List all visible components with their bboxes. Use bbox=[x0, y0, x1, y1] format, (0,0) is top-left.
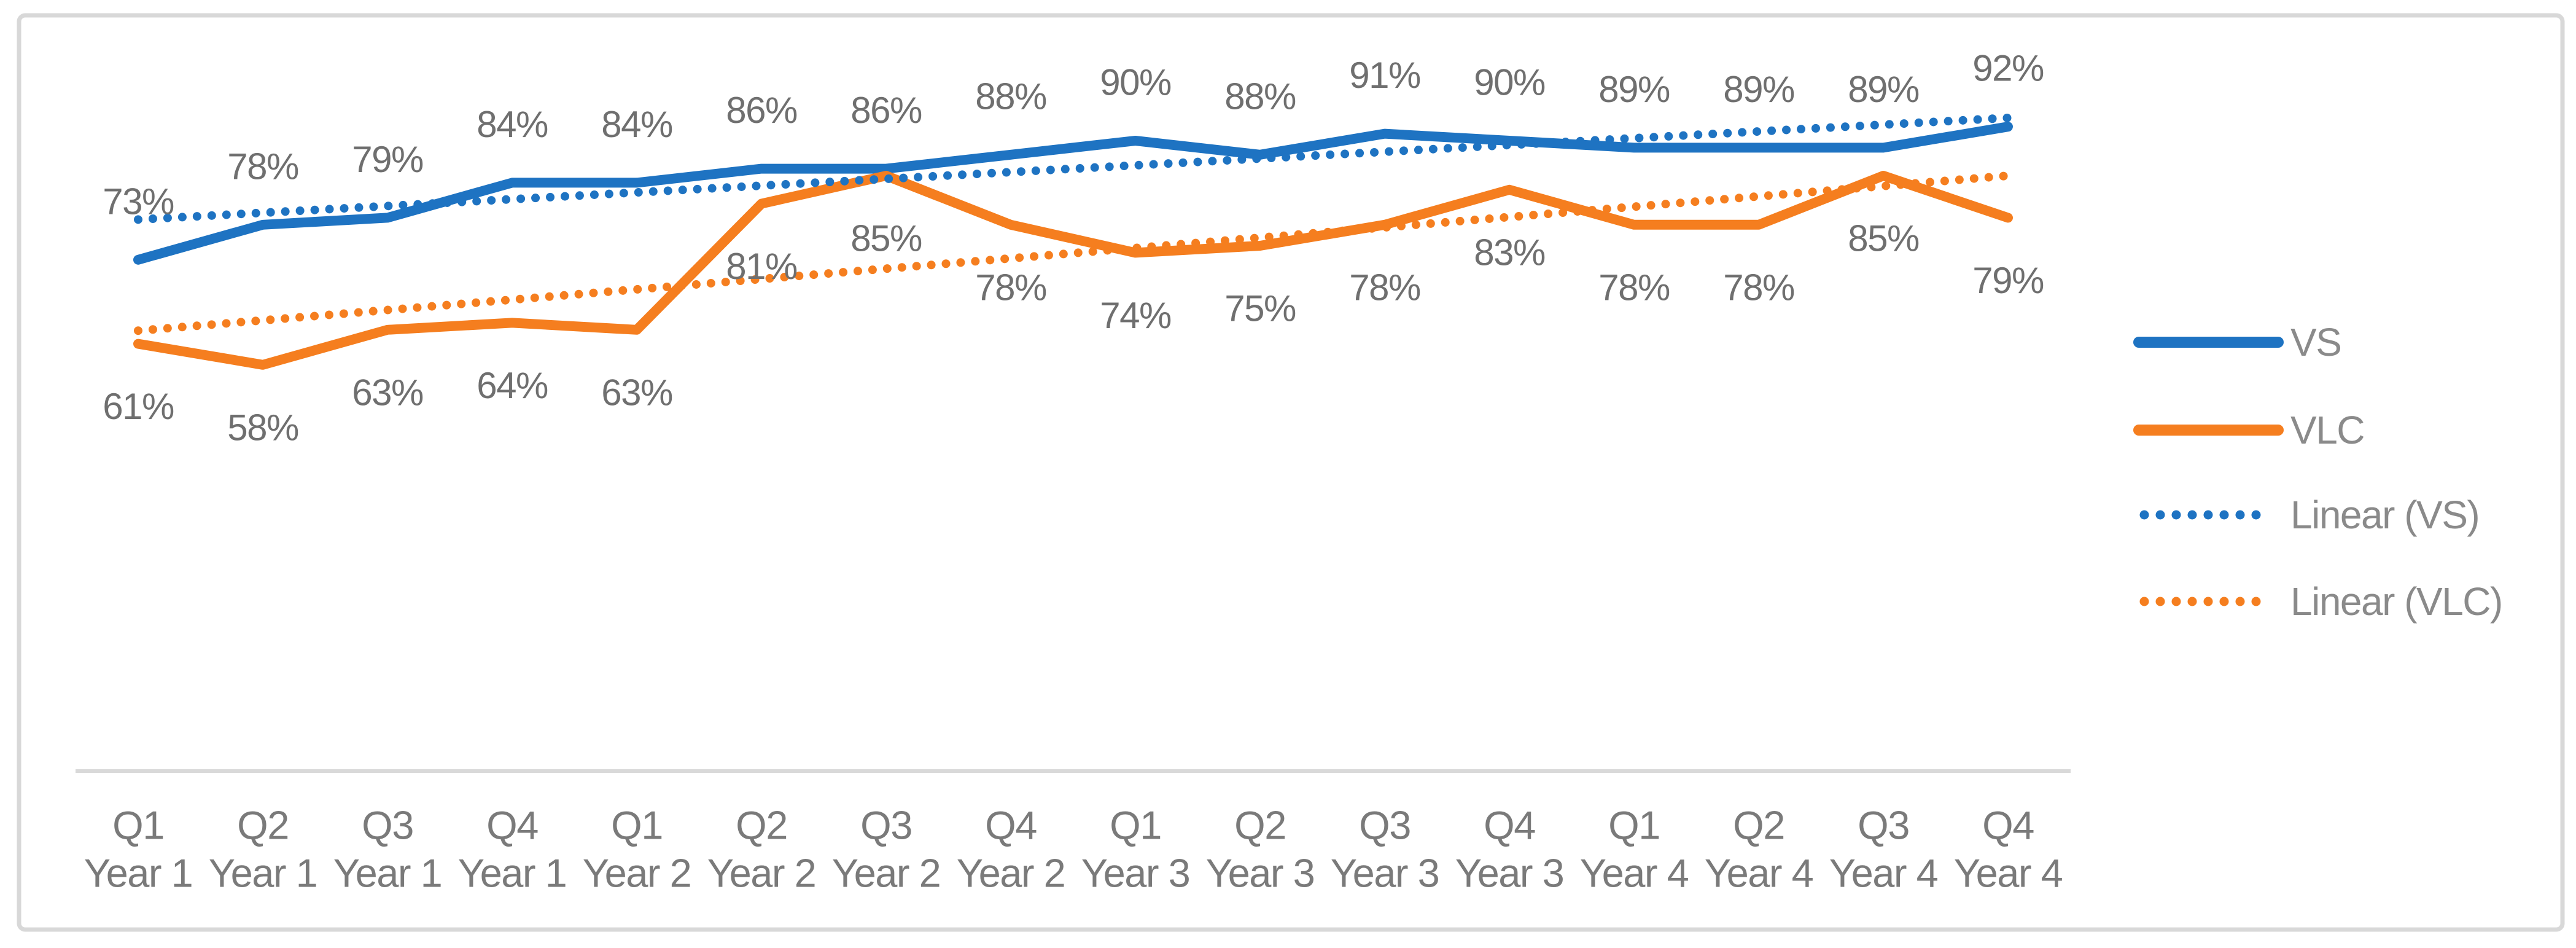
legend-item-linear-vs: Linear (VS) bbox=[2139, 493, 2480, 537]
x-tick-year-6: Year 2 bbox=[832, 851, 941, 896]
x-tick-year-11: Year 3 bbox=[1455, 851, 1564, 896]
x-tick-quarter-6: Q3 bbox=[860, 803, 912, 848]
data-label-vs-4: 84% bbox=[601, 104, 672, 145]
legend: VS VLC Linear (VS) Linear (VLC) bbox=[2133, 320, 2503, 624]
x-tick-quarter-3: Q4 bbox=[486, 803, 538, 848]
trendlines bbox=[134, 113, 2012, 335]
chart-border bbox=[17, 13, 2565, 932]
data-label-vs-5: 86% bbox=[726, 90, 797, 131]
x-tick-quarter-10: Q3 bbox=[1359, 803, 1411, 848]
data-label-vs-9: 88% bbox=[1224, 76, 1296, 117]
data-label-vlc-3: 64% bbox=[477, 365, 548, 406]
x-tick-quarter-0: Q1 bbox=[112, 803, 164, 848]
legend-label-linear-vs: Linear (VS) bbox=[2290, 493, 2479, 537]
x-tick-year-9: Year 3 bbox=[1206, 851, 1315, 896]
legend-label-vs: VS bbox=[2290, 320, 2341, 364]
x-tick-year-15: Year 4 bbox=[1954, 851, 2063, 896]
data-label-vlc-8: 74% bbox=[1100, 295, 1171, 336]
x-tick-quarter-11: Q4 bbox=[1484, 803, 1535, 848]
x-tick-quarter-8: Q1 bbox=[1110, 803, 1161, 848]
data-label-vlc-9: 75% bbox=[1224, 288, 1296, 329]
x-tick-year-1: Year 1 bbox=[209, 851, 317, 896]
x-tick-quarter-9: Q2 bbox=[1234, 803, 1286, 848]
data-label-vlc-1: 58% bbox=[227, 407, 298, 448]
x-tick-quarter-4: Q1 bbox=[611, 803, 663, 848]
data-label-vlc-10: 78% bbox=[1349, 267, 1420, 308]
x-tick-year-3: Year 1 bbox=[458, 851, 567, 896]
x-tick-quarter-15: Q4 bbox=[1982, 803, 2034, 848]
data-label-vlc-2: 63% bbox=[352, 372, 423, 413]
x-tick-quarter-1: Q2 bbox=[237, 803, 289, 848]
legend-item-vs: VS bbox=[2133, 320, 2342, 364]
data-label-vlc-4: 63% bbox=[601, 372, 672, 413]
data-label-vs-1: 78% bbox=[227, 146, 298, 187]
data-label-vs-6: 86% bbox=[850, 90, 922, 131]
data-label-vlc-7: 78% bbox=[975, 267, 1046, 308]
x-tick-quarter-12: Q1 bbox=[1608, 803, 1660, 848]
x-tick-year-7: Year 2 bbox=[957, 851, 1065, 896]
x-tick-quarter-14: Q3 bbox=[1858, 803, 1909, 848]
data-label-vs-15: 92% bbox=[1972, 48, 2044, 89]
x-tick-year-13: Year 4 bbox=[1705, 851, 1813, 896]
trendline-vlc bbox=[134, 171, 2012, 335]
series-line-vlc bbox=[133, 171, 2013, 370]
legend-item-vlc: VLC bbox=[2133, 408, 2365, 452]
legend-item-linear-vlc: Linear (VLC) bbox=[2139, 579, 2503, 624]
x-tick-year-0: Year 1 bbox=[84, 851, 193, 896]
data-label-vs-12: 89% bbox=[1598, 69, 1670, 110]
x-tick-year-10: Year 3 bbox=[1331, 851, 1439, 896]
legend-label-linear-vlc: Linear (VLC) bbox=[2290, 579, 2502, 624]
data-label-vlc-14: 85% bbox=[1848, 218, 1919, 259]
data-label-vlc-5: 81% bbox=[726, 246, 797, 287]
data-label-vs-0: 73% bbox=[103, 181, 174, 222]
data-label-vlc-15: 79% bbox=[1972, 260, 2044, 301]
data-label-vlc-6: 85% bbox=[850, 218, 922, 259]
legend-label-vlc: VLC bbox=[2290, 408, 2364, 452]
x-tick-quarter-7: Q4 bbox=[985, 803, 1037, 848]
data-label-vlc-12: 78% bbox=[1598, 267, 1670, 308]
data-label-vs-14: 89% bbox=[1848, 69, 1919, 110]
x-tick-year-5: Year 2 bbox=[707, 851, 816, 896]
x-tick-year-4: Year 2 bbox=[583, 851, 691, 896]
x-tick-year-12: Year 4 bbox=[1580, 851, 1689, 896]
data-label-vs-3: 84% bbox=[477, 104, 548, 145]
data-label-vlc-0: 61% bbox=[103, 386, 174, 427]
data-label-vlc-11: 83% bbox=[1474, 232, 1545, 273]
x-tick-quarter-13: Q2 bbox=[1733, 803, 1784, 848]
data-label-vlc-13: 78% bbox=[1723, 267, 1794, 308]
data-label-vs-13: 89% bbox=[1723, 69, 1794, 110]
data-label-vs-7: 88% bbox=[975, 76, 1046, 117]
data-label-vs-8: 90% bbox=[1100, 62, 1171, 103]
x-tick-quarter-2: Q3 bbox=[362, 803, 413, 848]
x-tick-year-14: Year 4 bbox=[1829, 851, 1938, 896]
trendline-vs bbox=[134, 113, 2012, 224]
x-tick-quarter-5: Q2 bbox=[736, 803, 787, 848]
x-tick-year-2: Year 1 bbox=[333, 851, 442, 896]
data-label-vs-11: 90% bbox=[1474, 62, 1545, 103]
x-tick-year-8: Year 3 bbox=[1081, 851, 1190, 896]
data-label-vs-10: 91% bbox=[1349, 55, 1420, 96]
data-labels: 73% 78% 79% 84% 84% 86% 86% 88% 90% 88% 91% 90% 89% 8… bbox=[103, 48, 2044, 449]
data-label-vs-2: 79% bbox=[352, 139, 423, 180]
